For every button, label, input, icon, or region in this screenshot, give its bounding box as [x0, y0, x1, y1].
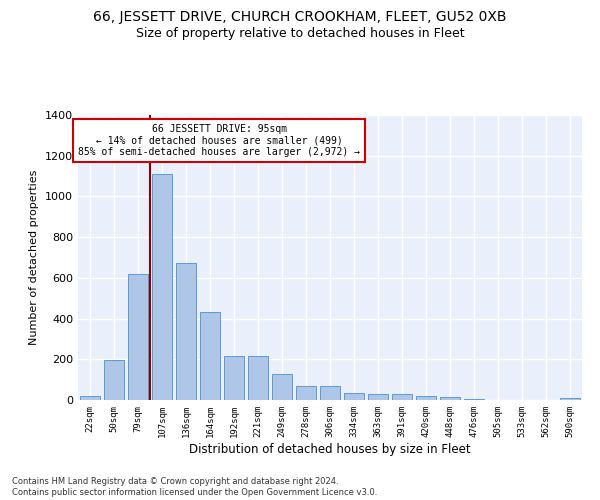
X-axis label: Distribution of detached houses by size in Fleet: Distribution of detached houses by size …: [189, 442, 471, 456]
Bar: [392, 394, 412, 400]
Bar: [320, 386, 340, 400]
Bar: [368, 394, 388, 400]
Bar: [80, 396, 100, 400]
Text: 66, JESSETT DRIVE, CHURCH CROOKHAM, FLEET, GU52 0XB: 66, JESSETT DRIVE, CHURCH CROOKHAM, FLEE…: [93, 10, 507, 24]
Bar: [464, 398, 484, 400]
Bar: [344, 393, 364, 400]
Bar: [200, 312, 220, 400]
Bar: [416, 396, 436, 400]
Bar: [176, 262, 196, 400]
Bar: [128, 274, 148, 400]
Text: Size of property relative to detached houses in Fleet: Size of property relative to detached ho…: [136, 28, 464, 40]
Bar: [248, 356, 268, 400]
Bar: [440, 397, 460, 400]
Y-axis label: Number of detached properties: Number of detached properties: [29, 170, 40, 345]
Bar: [224, 356, 244, 400]
Bar: [560, 398, 580, 400]
Bar: [272, 374, 292, 400]
Text: Contains HM Land Registry data © Crown copyright and database right 2024.
Contai: Contains HM Land Registry data © Crown c…: [12, 478, 377, 497]
Text: 66 JESSETT DRIVE: 95sqm
← 14% of detached houses are smaller (499)
85% of semi-d: 66 JESSETT DRIVE: 95sqm ← 14% of detache…: [78, 124, 360, 157]
Bar: [104, 360, 124, 400]
Bar: [152, 174, 172, 400]
Bar: [296, 386, 316, 400]
